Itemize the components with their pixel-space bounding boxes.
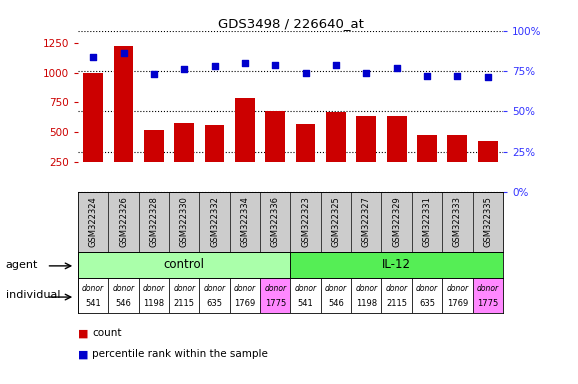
Text: 1775: 1775 <box>265 299 286 308</box>
Text: GSM322335: GSM322335 <box>483 196 492 247</box>
Text: donor: donor <box>234 284 256 293</box>
Text: GSM322327: GSM322327 <box>362 196 371 247</box>
Point <box>362 70 371 76</box>
Text: GSM322334: GSM322334 <box>240 196 250 247</box>
Text: count: count <box>92 328 122 338</box>
Text: 541: 541 <box>86 299 101 308</box>
Point <box>210 63 219 69</box>
Bar <box>291 252 503 278</box>
Bar <box>144 130 164 162</box>
Text: GSM322336: GSM322336 <box>271 196 280 247</box>
Bar <box>235 98 255 162</box>
Text: GSM322323: GSM322323 <box>301 196 310 247</box>
Bar <box>78 252 291 278</box>
Text: 2115: 2115 <box>174 299 195 308</box>
Text: donor: donor <box>113 284 135 293</box>
Text: 1775: 1775 <box>477 299 498 308</box>
Bar <box>387 116 406 162</box>
Text: donor: donor <box>325 284 347 293</box>
Text: ■: ■ <box>78 349 88 359</box>
Bar <box>417 135 437 162</box>
Text: donor: donor <box>203 284 225 293</box>
Bar <box>265 111 285 162</box>
Point <box>331 61 340 68</box>
Text: donor: donor <box>355 284 377 293</box>
Text: 635: 635 <box>419 299 435 308</box>
Text: 546: 546 <box>116 299 131 308</box>
Point <box>88 53 98 60</box>
Bar <box>230 278 260 313</box>
Text: 546: 546 <box>328 299 344 308</box>
Text: donor: donor <box>386 284 407 293</box>
Title: GDS3498 / 226640_at: GDS3498 / 226640_at <box>217 17 364 30</box>
Bar <box>83 73 103 162</box>
Text: 1198: 1198 <box>143 299 165 308</box>
Text: donor: donor <box>416 284 438 293</box>
Point <box>149 71 158 77</box>
Bar <box>260 278 291 313</box>
Text: donor: donor <box>264 284 286 293</box>
Bar <box>442 278 473 313</box>
Text: donor: donor <box>82 284 104 293</box>
Text: GSM322331: GSM322331 <box>423 196 432 247</box>
Text: 2115: 2115 <box>386 299 407 308</box>
Text: control: control <box>164 258 205 271</box>
Text: 1769: 1769 <box>234 299 255 308</box>
Text: percentile rank within the sample: percentile rank within the sample <box>92 349 268 359</box>
Bar <box>199 278 230 313</box>
Bar <box>321 278 351 313</box>
Point <box>392 65 401 71</box>
Bar <box>478 141 498 162</box>
Bar <box>351 278 381 313</box>
Text: GSM322330: GSM322330 <box>180 196 189 247</box>
Bar <box>296 124 316 162</box>
Text: donor: donor <box>173 284 195 293</box>
Text: 541: 541 <box>298 299 313 308</box>
Bar <box>114 46 134 162</box>
Text: GSM322332: GSM322332 <box>210 196 219 247</box>
Bar <box>78 278 109 313</box>
Bar <box>381 278 412 313</box>
Bar <box>205 125 224 162</box>
Bar <box>326 112 346 162</box>
Point <box>119 50 128 56</box>
Bar <box>357 116 376 162</box>
Text: 635: 635 <box>206 299 223 308</box>
Bar <box>473 278 503 313</box>
Text: ■: ■ <box>78 328 88 338</box>
Point <box>271 61 280 68</box>
Bar <box>109 278 139 313</box>
Text: IL-12: IL-12 <box>382 258 411 271</box>
Point <box>240 60 250 66</box>
Text: GSM322329: GSM322329 <box>392 196 401 247</box>
Text: GSM322326: GSM322326 <box>119 196 128 247</box>
Text: GSM322325: GSM322325 <box>331 196 340 247</box>
Text: 1198: 1198 <box>355 299 377 308</box>
Bar <box>139 278 169 313</box>
Text: donor: donor <box>295 284 317 293</box>
Text: GSM322328: GSM322328 <box>149 196 158 247</box>
Text: 1769: 1769 <box>447 299 468 308</box>
Point <box>483 74 492 81</box>
Bar <box>175 123 194 162</box>
Bar <box>169 278 199 313</box>
Text: donor: donor <box>477 284 499 293</box>
Text: GSM322333: GSM322333 <box>453 196 462 247</box>
Point <box>453 73 462 79</box>
Text: agent: agent <box>6 260 38 270</box>
Point <box>180 66 189 73</box>
Bar <box>447 135 467 162</box>
Text: GSM322324: GSM322324 <box>88 196 98 247</box>
Text: donor: donor <box>446 284 468 293</box>
Point <box>423 73 432 79</box>
Bar <box>291 278 321 313</box>
Text: donor: donor <box>143 284 165 293</box>
Bar <box>412 278 442 313</box>
Text: individual: individual <box>6 290 60 300</box>
Point <box>301 70 310 76</box>
